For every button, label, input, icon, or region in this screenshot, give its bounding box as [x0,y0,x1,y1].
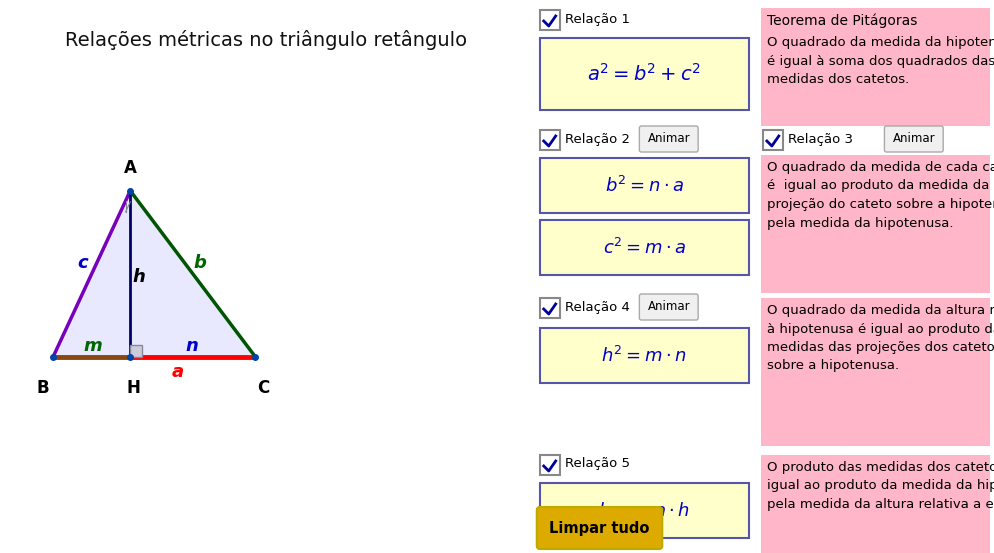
Bar [540,298,560,318]
Text: $b \cdot c = a \cdot h$: $b \cdot c = a \cdot h$ [598,502,691,519]
Text: c: c [78,254,87,272]
Bar [540,483,748,538]
Text: b: b [193,254,206,272]
Text: $h^2 = m \cdot n$: $h^2 = m \cdot n$ [601,346,687,366]
Text: O quadrado da medida da altura relativa
à hipotenusa é igual ao produto das
medi: O quadrado da medida da altura relativa … [767,304,994,373]
Text: $b^2 = n \cdot a$: $b^2 = n \cdot a$ [604,175,684,196]
Text: Animar: Animar [893,133,935,145]
Text: $a^2 = b^2 + c^2$: $a^2 = b^2 + c^2$ [587,63,702,85]
Text: Relações métricas no triângulo retângulo: Relações métricas no triângulo retângulo [65,30,467,50]
Text: A: A [124,159,137,177]
Bar [760,298,990,446]
Text: Animar: Animar [647,300,690,314]
Bar [760,8,990,126]
Text: Animar: Animar [647,133,690,145]
FancyBboxPatch shape [639,294,698,320]
Bar [540,455,560,475]
Text: Limpar tudo: Limpar tudo [550,520,650,535]
Text: H: H [126,379,140,397]
Text: Relação 4: Relação 4 [565,300,629,314]
Text: C: C [257,379,269,397]
Text: O quadrado da medida da hipotenusa
é igual à soma dos quadrados das
medidas dos : O quadrado da medida da hipotenusa é igu… [767,36,994,86]
Text: B: B [36,379,49,397]
Bar [540,38,748,110]
Text: n: n [185,337,198,354]
Bar [760,455,990,553]
Text: O quadrado da medida de cada cateto
é  igual ao produto da medida da
projeção do: O quadrado da medida de cada cateto é ig… [767,161,994,229]
Text: Relação 2: Relação 2 [565,133,629,145]
Text: a: a [172,363,184,381]
Polygon shape [54,191,255,357]
FancyBboxPatch shape [885,126,943,152]
Text: Relação 1: Relação 1 [565,13,629,25]
Text: Relação 3: Relação 3 [788,133,853,145]
FancyBboxPatch shape [639,126,698,152]
Bar [540,158,748,213]
Bar [540,328,748,383]
Bar [130,345,142,357]
Bar [540,10,560,30]
Bar [763,130,783,150]
Text: Relação 5: Relação 5 [565,457,629,471]
Bar [540,220,748,275]
Text: $c^2 = m \cdot a$: $c^2 = m \cdot a$ [602,237,686,258]
FancyBboxPatch shape [537,507,662,549]
Bar [540,130,560,150]
Text: h: h [133,268,146,285]
Bar [760,155,990,293]
Text: O produto das medidas dos catetos é
igual ao produto da medida da hipotenusa
pel: O produto das medidas dos catetos é igua… [767,461,994,511]
Text: Teorema de Pitágoras: Teorema de Pitágoras [767,14,917,29]
Text: m: m [83,337,102,354]
